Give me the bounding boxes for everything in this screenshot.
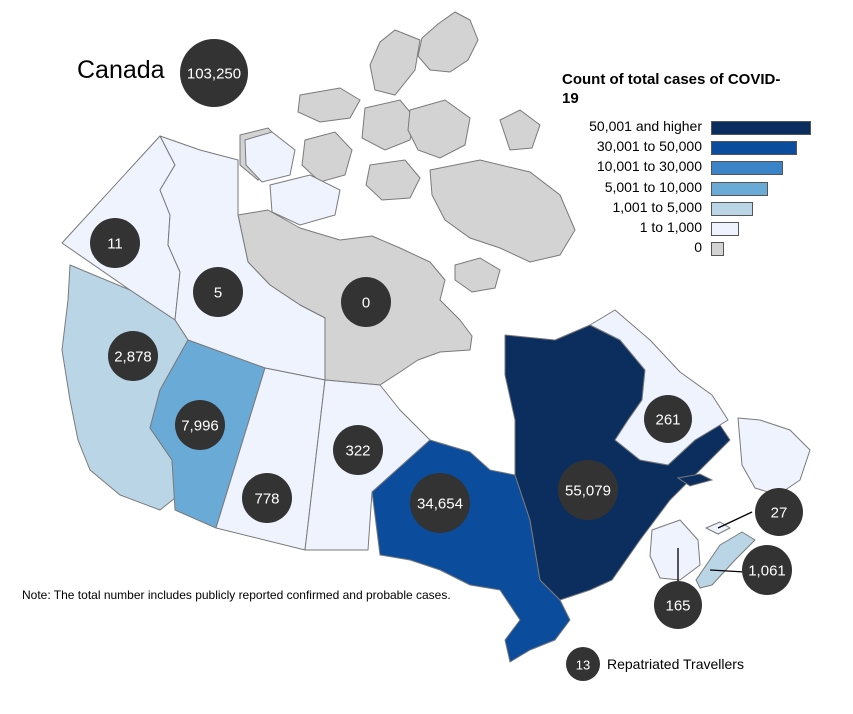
legend-item-label: 10,001 to 30,000 bbox=[596, 158, 702, 175]
bubble-sk: 778 bbox=[242, 473, 292, 523]
bubble-yt-circle bbox=[90, 218, 140, 268]
bubble-sk-value: 778 bbox=[254, 491, 279, 508]
banks-island bbox=[244, 131, 296, 183]
legend-swatch bbox=[711, 181, 768, 196]
region-nl[interactable] bbox=[589, 309, 729, 466]
repatriated-label: Repatriated Travellers bbox=[607, 656, 744, 672]
legend-item: 1,001 to 5,000 bbox=[560, 199, 702, 217]
legend-item-label: 0 bbox=[694, 239, 702, 256]
bubble-ab: 7,996 bbox=[175, 400, 225, 450]
bubble-yt: 11 bbox=[90, 218, 140, 268]
legend-swatch bbox=[711, 242, 724, 257]
bubble-pe: 27 bbox=[755, 488, 803, 536]
case-bubbles: 103,250 2,878 7,996 778 322 34,654 55,079 261 27… bbox=[90, 39, 803, 681]
legend-swatch bbox=[711, 201, 753, 216]
bubble-pe-circle bbox=[755, 488, 803, 536]
legend-item: 50,001 and higher bbox=[560, 118, 702, 136]
bubble-qc-circle bbox=[558, 460, 618, 520]
legend-item: 1 to 1,000 bbox=[560, 219, 702, 237]
legend-item-label: 5,001 to 10,000 bbox=[604, 178, 702, 195]
bubble-bc-circle bbox=[108, 331, 158, 381]
bubble-bc-value: 2,878 bbox=[114, 349, 152, 366]
legend-item: 0 bbox=[560, 239, 702, 257]
bubble-repatriated: 13 bbox=[566, 647, 600, 681]
region-nb[interactable] bbox=[649, 519, 701, 581]
legend-item-label: 1,001 to 5,000 bbox=[612, 198, 702, 215]
bubble-bc: 2,878 bbox=[108, 331, 158, 381]
newfoundland-island bbox=[737, 417, 811, 496]
bubble-on: 34,654 bbox=[410, 473, 470, 533]
bubble-ns: 1,061 bbox=[742, 545, 792, 595]
bubble-nt: 5 bbox=[193, 267, 243, 317]
anticosti-island bbox=[676, 473, 714, 487]
bubble-on-value: 34,654 bbox=[417, 496, 463, 513]
legend-item: 5,001 to 10,000 bbox=[560, 179, 702, 197]
bubble-canada: 103,250 bbox=[180, 39, 248, 107]
bubble-nl-value: 261 bbox=[655, 412, 680, 429]
bubble-nb-value: 165 bbox=[665, 598, 690, 615]
note-text: Note: The total number includes publicly… bbox=[22, 588, 451, 602]
bubble-ab-circle bbox=[175, 400, 225, 450]
ns-leader-line bbox=[709, 569, 746, 573]
bubble-canada-value: 103,250 bbox=[187, 66, 241, 83]
bubble-canada-circle bbox=[180, 39, 248, 107]
bubble-ab-value: 7,996 bbox=[181, 418, 219, 435]
bubble-sk-circle bbox=[242, 473, 292, 523]
legend-item: 10,001 to 30,000 bbox=[560, 158, 702, 176]
legend-swatch bbox=[711, 161, 783, 176]
bubble-nu: 0 bbox=[341, 277, 391, 327]
bubble-qc-value: 55,079 bbox=[565, 483, 611, 500]
legend-item-label: 1 to 1,000 bbox=[639, 219, 702, 235]
bubble-ns-value: 1,061 bbox=[748, 563, 786, 580]
bubble-nl-circle bbox=[644, 395, 692, 443]
bubble-repatriated-circle bbox=[566, 647, 600, 681]
bubble-on-circle bbox=[410, 473, 470, 533]
bubble-nt-circle bbox=[193, 267, 243, 317]
bubble-qc: 55,079 bbox=[558, 460, 618, 520]
bubble-nb: 165 bbox=[654, 581, 702, 629]
bubble-repatriated-value: 13 bbox=[576, 658, 590, 673]
bubble-nu-circle bbox=[341, 277, 391, 327]
region-bc[interactable] bbox=[61, 264, 189, 511]
legend-item-label: 50,001 and higher bbox=[589, 118, 702, 134]
legend-swatch bbox=[711, 222, 739, 236]
bubble-pe-value: 27 bbox=[771, 505, 788, 522]
bubble-yt-value: 11 bbox=[107, 236, 123, 253]
bubble-nt-value: 5 bbox=[214, 285, 222, 302]
bubble-ns-circle bbox=[742, 545, 792, 595]
bubble-mb: 322 bbox=[333, 425, 383, 475]
bubble-nb-circle bbox=[654, 581, 702, 629]
legend-item-label: 30,001 to 50,000 bbox=[596, 138, 702, 155]
legend-swatch bbox=[711, 121, 811, 135]
region-ns[interactable] bbox=[695, 531, 756, 589]
country-name: Canada bbox=[77, 56, 165, 84]
bubble-mb-circle bbox=[333, 425, 383, 475]
bubble-nu-value: 0 bbox=[362, 295, 370, 312]
bubble-mb-value: 322 bbox=[345, 443, 370, 460]
pe-leader-line bbox=[717, 511, 753, 529]
bubble-nl: 261 bbox=[644, 395, 692, 443]
legend-item: 30,001 to 50,000 bbox=[560, 138, 702, 156]
legend-swatch bbox=[711, 141, 797, 156]
legend-title: Count of total cases of COVID-19 bbox=[562, 71, 781, 107]
